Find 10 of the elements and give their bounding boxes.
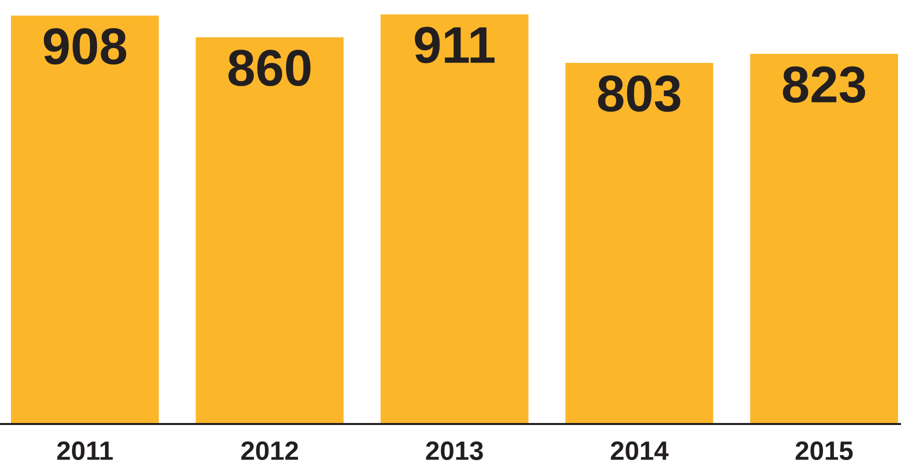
data-label: 823 bbox=[782, 66, 866, 103]
data-label: 911 bbox=[414, 26, 495, 64]
x-tick-label: 2012 bbox=[241, 441, 298, 460]
data-label: 908 bbox=[44, 28, 126, 65]
x-tick-label: 2013 bbox=[426, 441, 483, 460]
data-label: 803 bbox=[598, 75, 680, 112]
x-tick-label: 2015 bbox=[796, 441, 853, 460]
data-label: 860 bbox=[228, 50, 310, 86]
x-tick-label: 2014 bbox=[610, 441, 669, 460]
x-tick-label: 2011 bbox=[57, 441, 113, 460]
